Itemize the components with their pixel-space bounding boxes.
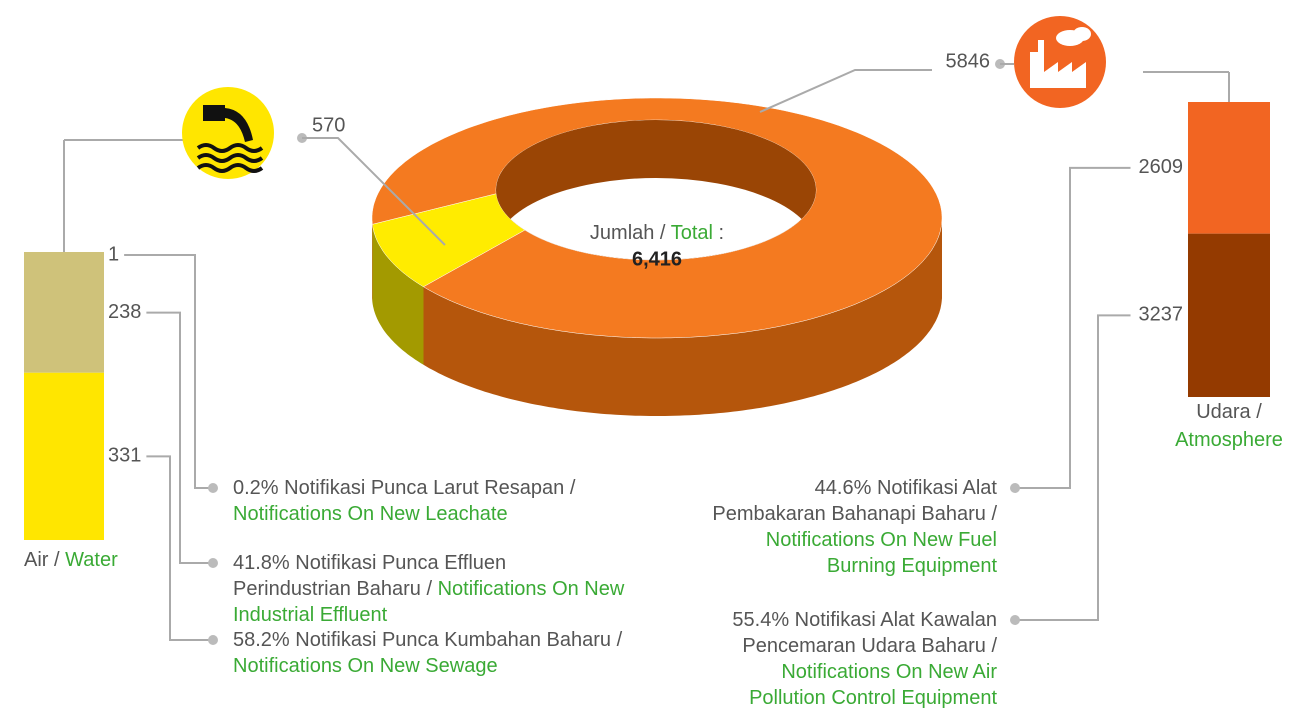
caption-en: Water <box>65 549 118 571</box>
description: 58.2% Notifikasi Punca Kumbahan Baharu /… <box>233 627 628 679</box>
description-en: Notifications On New Air Pollution Contr… <box>749 661 997 709</box>
connector-dot <box>208 635 218 645</box>
icon-circle <box>182 87 274 179</box>
description: 55.4% Notifikasi Alat Kawalan Pencemaran… <box>705 607 997 711</box>
connector-dot <box>208 483 218 493</box>
factory <box>1030 40 1086 88</box>
segment-label: 2609 <box>1139 156 1184 178</box>
description-ms: 58.2% Notifikasi Punca Kumbahan Baharu / <box>233 629 623 651</box>
leader-line <box>302 137 446 246</box>
description-en: Notifications On New Industrial Effluent <box>233 578 625 626</box>
caption-en: Total <box>671 222 713 244</box>
bar-segment <box>1188 233 1270 397</box>
caption-ms: Udara / <box>1196 401 1262 423</box>
caption-ms: Air / <box>24 549 60 571</box>
cloud <box>1073 27 1091 41</box>
slice-label: 5846 <box>946 50 991 72</box>
description-en: Notifications On New Sewage <box>233 655 498 677</box>
pipe <box>203 105 225 121</box>
water-caption: Air / Water <box>24 546 118 574</box>
description-ms: 44.6% Notifikasi Alat Pembakaran Bahanap… <box>712 477 997 525</box>
bar-segment <box>24 372 104 540</box>
bars: 1 238 331 2609 3237 <box>24 102 1270 645</box>
description-ms: 41.8% Notifikasi Punca Effluen Perindust… <box>233 552 507 600</box>
flow <box>225 108 253 142</box>
connector-dot <box>1010 615 1020 625</box>
connector <box>1015 166 1131 489</box>
air-caption: Udara / Atmosphere <box>1169 398 1289 454</box>
description: 44.6% Notifikasi Alat Pembakaran Bahanap… <box>705 475 997 579</box>
slice-side <box>423 218 942 416</box>
segment-label: 331 <box>108 445 141 467</box>
leader-line <box>759 69 932 113</box>
icon-circle <box>1014 16 1106 108</box>
connector-dot <box>208 558 218 568</box>
bar-segment <box>1188 102 1270 234</box>
description-en: Notifications On New Leachate <box>233 503 508 525</box>
segment-label: 1 <box>108 243 119 265</box>
waves <box>196 143 264 173</box>
donut <box>371 97 943 416</box>
slice-label: 570 <box>312 114 345 136</box>
connector-dot <box>1010 483 1020 493</box>
caption-suffix: : <box>719 222 725 244</box>
connector <box>146 311 213 564</box>
segment-label: 238 <box>108 301 141 323</box>
segment-label: 3237 <box>1139 304 1184 326</box>
bar-segment <box>24 252 104 253</box>
connector <box>1015 314 1131 621</box>
connector <box>124 254 213 489</box>
slice-side <box>372 224 424 365</box>
donut-leaders: 570 5846 <box>297 50 1014 246</box>
description-en: Notifications On New Fuel Burning Equipm… <box>765 529 997 577</box>
bar-segment <box>24 252 104 373</box>
description-ms: 0.2% Notifikasi Punca Larut Resapan / <box>233 477 576 499</box>
caption-en: Atmosphere <box>1175 429 1283 451</box>
description: 0.2% Notifikasi Punca Larut Resapan / No… <box>233 475 628 527</box>
description: 41.8% Notifikasi Punca Effluen Perindust… <box>233 550 628 628</box>
center-caption: Jumlah / Total : <box>590 222 724 244</box>
total: 6,416 <box>632 248 682 270</box>
factory-icon <box>1014 16 1230 108</box>
hole-floor <box>496 178 816 260</box>
connector <box>146 455 213 641</box>
water-icon <box>63 87 274 252</box>
description-ms: 55.4% Notifikasi Alat Kawalan Pencemaran… <box>732 609 997 657</box>
caption-ms: Jumlah / <box>590 222 666 244</box>
